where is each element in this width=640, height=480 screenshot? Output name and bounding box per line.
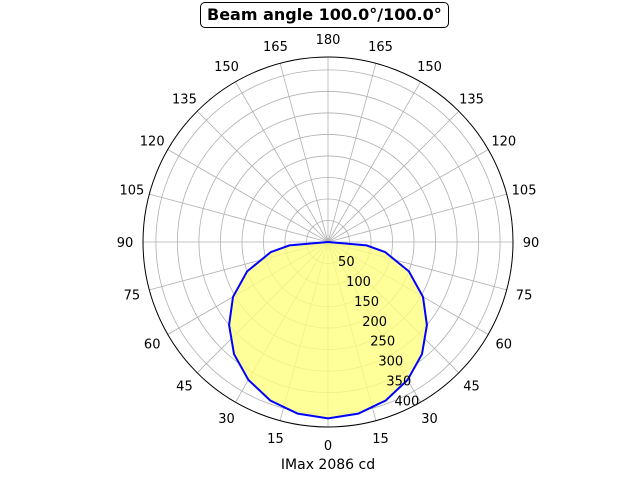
radial-tick-label: 100 bbox=[346, 275, 371, 290]
angle-gridline bbox=[167, 149, 329, 243]
chart-title: Beam angle 100.0°/100.0° bbox=[200, 2, 449, 28]
angle-tick-label: 150 bbox=[417, 60, 442, 75]
radial-tick-label: 400 bbox=[394, 395, 419, 410]
intensity-area bbox=[229, 242, 427, 419]
angle-tick-label: 180 bbox=[316, 33, 341, 48]
angle-tick-label: 105 bbox=[120, 183, 145, 198]
radial-tick-label: 350 bbox=[386, 375, 411, 390]
angle-tick-label: 90 bbox=[523, 236, 540, 251]
angle-tick-label: 165 bbox=[263, 40, 288, 55]
angle-tick-label: 45 bbox=[463, 380, 480, 395]
angle-tick-label: 15 bbox=[267, 432, 284, 447]
angle-gridline bbox=[327, 149, 489, 243]
angle-gridline bbox=[279, 63, 329, 243]
angle-tick-label: 135 bbox=[459, 92, 484, 107]
angle-tick-label: 60 bbox=[496, 338, 513, 353]
x-axis-label: IMax 2086 cd bbox=[280, 457, 376, 473]
angle-gridline bbox=[196, 110, 329, 243]
intensity-curve bbox=[228, 240, 428, 420]
radial-tick-label: 250 bbox=[370, 335, 395, 350]
radial-tick-labels: 50 100 150 200 250 300 350 400 bbox=[338, 255, 419, 410]
angle-tick-label: 165 bbox=[368, 40, 393, 55]
angle-gridline bbox=[327, 63, 377, 243]
radial-tick-label: 200 bbox=[362, 315, 387, 330]
angle-gridline bbox=[327, 193, 507, 243]
polar-frame bbox=[142, 56, 514, 428]
angle-tick-label: 15 bbox=[372, 432, 389, 447]
angle-tick-label: 0 bbox=[324, 439, 332, 454]
angle-tick-label: 30 bbox=[218, 412, 235, 427]
radial-tick-label: 50 bbox=[338, 255, 355, 270]
angle-tick-labels: 0 15 30 45 60 75 90 105 120 135 150 165 180 165 150 135… bbox=[117, 33, 540, 454]
intensity-fill bbox=[229, 242, 427, 419]
angle-tick-label: 105 bbox=[512, 183, 537, 198]
angle-tick-label: 120 bbox=[491, 135, 516, 150]
radial-tick-label: 300 bbox=[378, 355, 403, 370]
angle-gridline bbox=[149, 193, 329, 243]
angle-tick-label: 45 bbox=[176, 380, 193, 395]
angle-tick-label: 75 bbox=[516, 289, 533, 304]
angle-gridline bbox=[327, 81, 421, 243]
angle-tick-label: 135 bbox=[172, 92, 197, 107]
angle-tick-label: 120 bbox=[140, 135, 165, 150]
angle-tick-label: 150 bbox=[214, 60, 239, 75]
angle-gridline bbox=[327, 110, 460, 243]
angle-tick-label: 90 bbox=[117, 236, 134, 251]
angle-gridline bbox=[235, 81, 329, 243]
angle-tick-label: 75 bbox=[124, 289, 141, 304]
intensity-line bbox=[228, 240, 428, 420]
angle-tick-label: 30 bbox=[421, 412, 438, 427]
angle-tick-label: 60 bbox=[144, 338, 161, 353]
radial-tick-label: 150 bbox=[354, 295, 379, 310]
